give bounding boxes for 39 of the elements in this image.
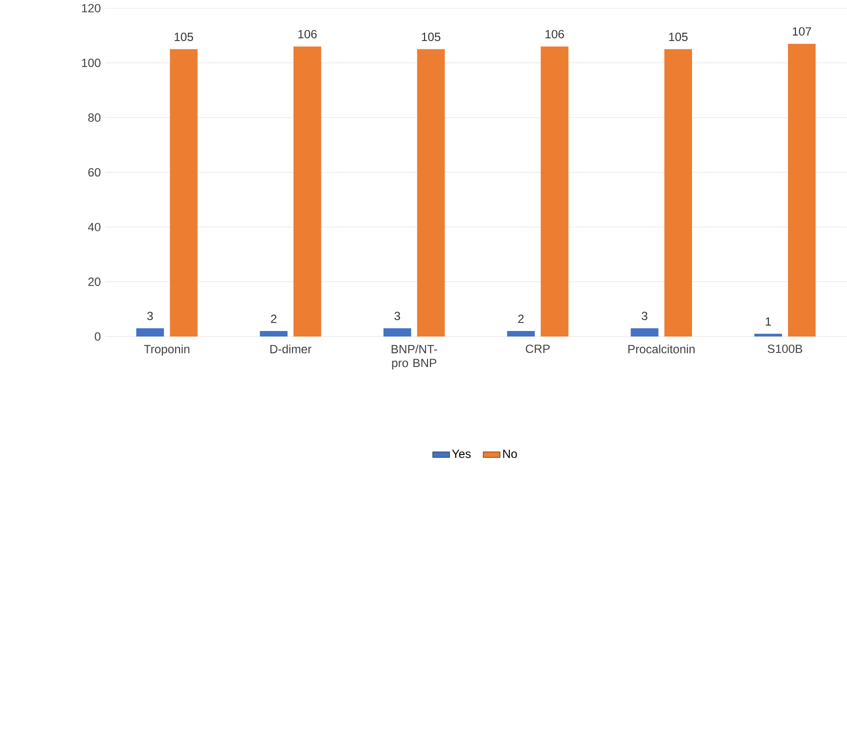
y-tick-label: 100 [82, 58, 100, 67]
data-label: 3 [642, 312, 648, 320]
bar [293, 46, 322, 336]
bar [136, 328, 164, 336]
bar [788, 44, 816, 336]
y-tick-label: 60 [88, 168, 100, 176]
bar [170, 49, 198, 336]
bar [260, 330, 288, 336]
data-label: 106 [298, 30, 317, 38]
x-tick-label: Procalcitonin [628, 344, 695, 354]
legend-label: No [503, 450, 517, 458]
x-tick-label: D-dimer [270, 344, 312, 354]
bar [507, 330, 535, 336]
bar [754, 334, 782, 336]
bar [664, 49, 692, 336]
data-label: 105 [422, 32, 440, 41]
data-label: 1 [766, 317, 771, 326]
data-label: 105 [669, 32, 688, 41]
data-label: 106 [546, 30, 564, 38]
y-tick-label: 80 [88, 113, 100, 122]
bar [383, 328, 412, 336]
x-tick-label: Troponin [144, 344, 190, 356]
data-label: 3 [147, 312, 153, 320]
y-tick-label: 0 [94, 332, 100, 341]
bar [630, 328, 658, 336]
x-tick-label: CRP [526, 344, 550, 353]
data-label: 2 [270, 314, 276, 323]
x-tick-label: BNP/NT-pro BNP [392, 344, 438, 370]
data-label: 105 [174, 32, 194, 41]
data-label: 3 [394, 312, 400, 320]
x-tick-label: S100B [768, 344, 802, 353]
y-tick-label: 120 [82, 4, 100, 12]
legend-label: Yes [452, 450, 471, 458]
y-tick-label: 20 [88, 277, 100, 286]
y-tick-label: 40 [88, 222, 100, 232]
data-label: 2 [518, 314, 524, 323]
data-label: 107 [792, 27, 812, 36]
bar [417, 49, 445, 336]
bar [540, 46, 568, 336]
